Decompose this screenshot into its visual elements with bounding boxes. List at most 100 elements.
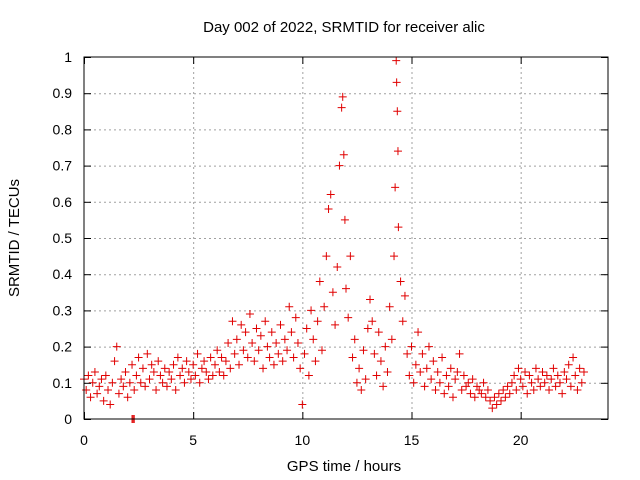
data-point: [119, 382, 128, 391]
data-point: [575, 364, 584, 373]
data-point: [95, 382, 104, 391]
data-point: [376, 357, 385, 366]
data-point: [440, 389, 449, 398]
data-point: [304, 371, 313, 380]
data-point: [141, 382, 150, 391]
data-point: [117, 375, 126, 384]
data-point: [254, 346, 263, 355]
x-tick-label: 0: [80, 432, 88, 448]
data-point: [219, 371, 228, 380]
data-point: [579, 367, 588, 376]
data-point: [470, 393, 479, 402]
data-point: [134, 353, 143, 362]
data-point: [422, 364, 431, 373]
data-point: [547, 375, 556, 384]
data-point: [381, 342, 390, 351]
data-point: [424, 342, 433, 351]
data-points: [80, 56, 588, 423]
data-point: [206, 353, 215, 362]
data-point: [178, 364, 187, 373]
data-point: [317, 346, 326, 355]
data-point: [186, 375, 195, 384]
x-tick-labels: 0 5 10 15 20: [80, 432, 529, 448]
data-point: [490, 393, 499, 402]
data-point: [558, 389, 567, 398]
data-point: [269, 360, 278, 369]
data-point: [499, 386, 508, 395]
y-tick-label: 0.3: [53, 302, 73, 318]
data-point: [435, 378, 444, 387]
data-point: [393, 107, 402, 116]
data-point: [106, 400, 115, 409]
data-point: [215, 367, 224, 376]
axis-ticks: [84, 57, 608, 420]
data-point: [566, 382, 575, 391]
data-point: [128, 360, 137, 369]
data-point: [326, 190, 335, 199]
data-point: [217, 353, 226, 362]
data-point: [494, 389, 503, 398]
data-point: [110, 357, 119, 366]
y-axis-title: SRMTID / TECUs: [6, 179, 23, 297]
data-point: [287, 328, 296, 337]
data-point: [145, 375, 154, 384]
data-point: [448, 393, 457, 402]
data-point: [501, 393, 510, 402]
data-point: [230, 349, 239, 358]
y-tick-labels: 0 0.1 0.2 0.3 0.4 0.5 0.6 0.7 0.8 0.9 1: [53, 49, 73, 427]
data-point: [400, 291, 409, 300]
data-point: [237, 320, 246, 329]
data-point: [451, 375, 460, 384]
data-point: [431, 386, 440, 395]
data-point: [149, 367, 158, 376]
data-point: [158, 378, 167, 387]
data-point: [479, 378, 488, 387]
data-point: [392, 56, 401, 65]
y-tick-label: 0.4: [53, 266, 73, 282]
data-point: [241, 328, 250, 337]
data-point: [393, 147, 402, 156]
y-tick-label: 0.2: [53, 339, 73, 355]
data-point: [433, 367, 442, 376]
data-point: [322, 252, 331, 261]
data-point: [542, 371, 551, 380]
data-point: [355, 364, 364, 373]
data-point: [551, 382, 560, 391]
data-point: [394, 223, 403, 232]
data-point: [176, 371, 185, 380]
data-point: [527, 378, 536, 387]
data-point: [545, 386, 554, 395]
data-point: [518, 382, 527, 391]
data-point: [289, 353, 298, 362]
data-point: [416, 367, 425, 376]
data-point: [309, 335, 318, 344]
data-point: [529, 386, 538, 395]
data-point: [315, 277, 324, 286]
data-point: [438, 353, 447, 362]
data-point: [481, 393, 490, 402]
y-tick-label: 0.1: [53, 375, 73, 391]
y-tick-label: 0.9: [53, 85, 73, 101]
data-point: [392, 78, 401, 87]
data-point: [293, 338, 302, 347]
data-point: [363, 324, 372, 333]
data-point: [418, 349, 427, 358]
data-point: [296, 364, 305, 373]
data-point: [407, 342, 416, 351]
data-point: [245, 310, 254, 319]
data-point: [414, 328, 423, 337]
data-point: [259, 364, 268, 373]
data-point: [232, 335, 241, 344]
data-point: [154, 357, 163, 366]
data-point: [101, 371, 110, 380]
data-point: [228, 317, 237, 326]
data-point: [143, 349, 152, 358]
data-point: [235, 360, 244, 369]
data-point: [339, 150, 348, 159]
data-point: [366, 295, 375, 304]
data-point: [243, 353, 252, 362]
data-point: [338, 92, 347, 101]
data-point: [169, 360, 178, 369]
data-point: [538, 367, 547, 376]
data-point: [130, 386, 139, 395]
